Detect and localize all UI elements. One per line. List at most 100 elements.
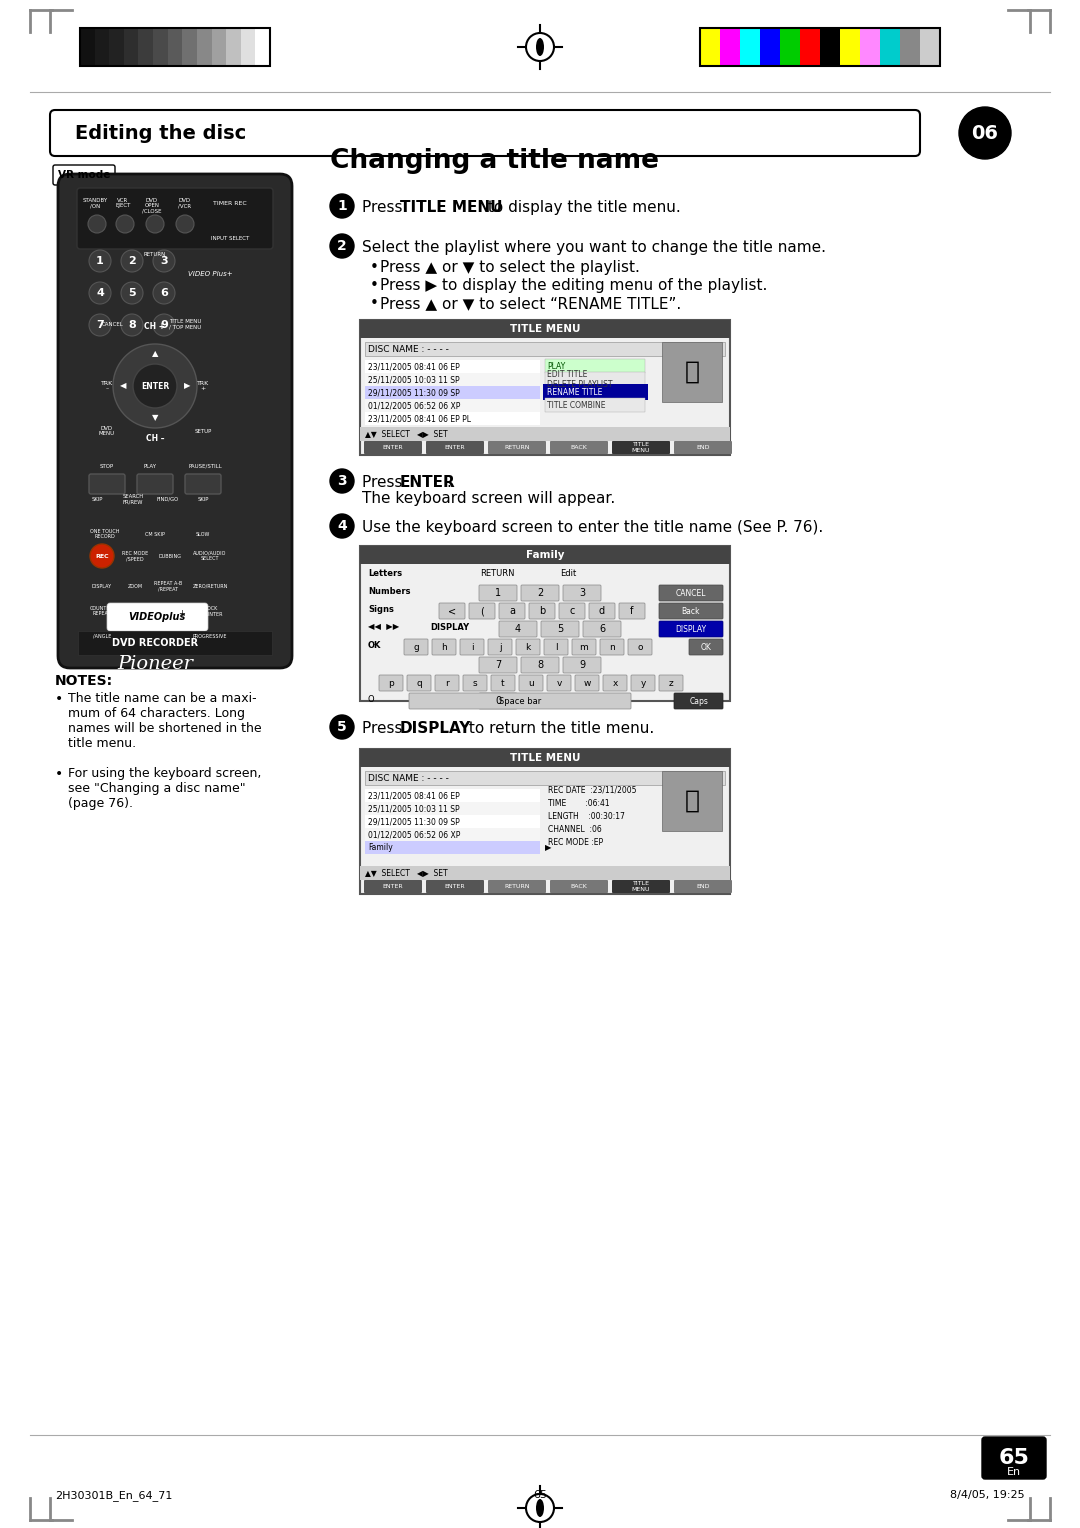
FancyBboxPatch shape bbox=[480, 694, 517, 709]
FancyBboxPatch shape bbox=[137, 474, 173, 494]
FancyBboxPatch shape bbox=[519, 675, 543, 691]
Bar bbox=[124, 28, 138, 66]
Text: Press ▲ or ▼ to select the playlist.: Press ▲ or ▼ to select the playlist. bbox=[380, 260, 639, 275]
FancyBboxPatch shape bbox=[58, 174, 292, 668]
Text: Press: Press bbox=[362, 475, 407, 490]
FancyBboxPatch shape bbox=[546, 675, 571, 691]
Text: 01/12/2005 06:52 06 XP: 01/12/2005 06:52 06 XP bbox=[368, 830, 460, 839]
FancyBboxPatch shape bbox=[550, 880, 608, 892]
Text: PROGRESSIVE: PROGRESSIVE bbox=[192, 634, 227, 639]
Text: ▶: ▶ bbox=[545, 843, 552, 853]
Bar bbox=[740, 28, 760, 66]
Bar bbox=[365, 828, 540, 840]
Text: OK: OK bbox=[368, 640, 381, 649]
Text: o: o bbox=[637, 642, 643, 651]
Bar bbox=[138, 28, 153, 66]
Text: to display the title menu.: to display the title menu. bbox=[483, 200, 680, 215]
Text: SKIP: SKIP bbox=[92, 497, 103, 501]
Text: 0: 0 bbox=[495, 695, 501, 706]
Text: Back: Back bbox=[681, 607, 700, 616]
Text: TIME        :06:41: TIME :06:41 bbox=[548, 799, 609, 807]
FancyBboxPatch shape bbox=[488, 880, 546, 892]
Text: NOTES:: NOTES: bbox=[55, 674, 113, 688]
FancyBboxPatch shape bbox=[674, 694, 723, 709]
Text: 8/4/05, 19:25: 8/4/05, 19:25 bbox=[950, 1490, 1025, 1500]
Bar bbox=[662, 772, 723, 831]
Text: SEARCH
FR/REW: SEARCH FR/REW bbox=[122, 494, 144, 504]
Bar bbox=[360, 545, 730, 564]
Bar bbox=[700, 28, 940, 66]
Text: (: ( bbox=[481, 607, 484, 616]
Bar bbox=[241, 28, 255, 66]
Text: CANCEL: CANCEL bbox=[676, 588, 706, 597]
Text: O: O bbox=[368, 695, 375, 703]
Text: 3: 3 bbox=[337, 474, 347, 487]
Text: Changing a title name: Changing a title name bbox=[330, 148, 659, 174]
Text: 25/11/2005 10:03 11 SP: 25/11/2005 10:03 11 SP bbox=[368, 374, 460, 384]
Text: ▲▼  SELECT   ◀▶  SET: ▲▼ SELECT ◀▶ SET bbox=[365, 429, 447, 439]
Text: mum of 64 characters. Long: mum of 64 characters. Long bbox=[68, 707, 245, 720]
Text: CANCEL: CANCEL bbox=[102, 321, 124, 327]
Circle shape bbox=[959, 107, 1011, 159]
Circle shape bbox=[87, 215, 106, 232]
Text: /ANGLE: /ANGLE bbox=[93, 634, 111, 639]
Bar bbox=[800, 28, 820, 66]
FancyBboxPatch shape bbox=[689, 639, 723, 656]
Text: TITLE
MENU: TITLE MENU bbox=[632, 442, 650, 452]
Text: ZOOM: ZOOM bbox=[127, 584, 143, 588]
FancyBboxPatch shape bbox=[480, 657, 517, 672]
Text: .: . bbox=[446, 475, 450, 490]
Text: 65: 65 bbox=[534, 1490, 546, 1500]
Text: 2: 2 bbox=[337, 238, 347, 254]
Text: Press: Press bbox=[362, 200, 407, 215]
Text: The title name can be a maxi-: The title name can be a maxi- bbox=[68, 692, 257, 704]
Circle shape bbox=[330, 469, 354, 494]
Text: Numbers: Numbers bbox=[368, 587, 410, 596]
Text: 5: 5 bbox=[129, 287, 136, 298]
FancyBboxPatch shape bbox=[364, 880, 422, 892]
Circle shape bbox=[121, 251, 143, 272]
Text: En: En bbox=[1007, 1467, 1021, 1478]
Text: 8: 8 bbox=[129, 319, 136, 330]
FancyBboxPatch shape bbox=[499, 604, 525, 619]
Bar bbox=[365, 413, 540, 425]
Circle shape bbox=[121, 313, 143, 336]
Bar bbox=[860, 28, 880, 66]
Bar bbox=[365, 802, 540, 814]
Text: SKIP: SKIP bbox=[198, 497, 208, 501]
Bar bbox=[365, 361, 540, 373]
FancyBboxPatch shape bbox=[404, 639, 428, 656]
FancyBboxPatch shape bbox=[982, 1436, 1047, 1479]
Text: u: u bbox=[528, 678, 534, 688]
Text: REC MODE
/SPEED: REC MODE /SPEED bbox=[122, 550, 148, 561]
Text: 9: 9 bbox=[160, 319, 167, 330]
Text: 1: 1 bbox=[337, 199, 347, 212]
Bar bbox=[167, 28, 183, 66]
Circle shape bbox=[330, 234, 354, 258]
Text: DISC NAME : - - - -: DISC NAME : - - - - bbox=[368, 773, 449, 782]
Text: TITLE MENU: TITLE MENU bbox=[510, 324, 580, 335]
FancyBboxPatch shape bbox=[432, 639, 456, 656]
Text: DISC NAME : - - - -: DISC NAME : - - - - bbox=[368, 344, 449, 353]
Text: TITLE MENU: TITLE MENU bbox=[510, 753, 580, 762]
Text: x: x bbox=[612, 678, 618, 688]
Circle shape bbox=[90, 544, 114, 568]
Text: ENTER: ENTER bbox=[382, 885, 403, 889]
FancyBboxPatch shape bbox=[583, 620, 621, 637]
Text: t: t bbox=[501, 678, 504, 688]
FancyBboxPatch shape bbox=[460, 639, 484, 656]
FancyBboxPatch shape bbox=[550, 442, 608, 454]
FancyBboxPatch shape bbox=[603, 675, 627, 691]
Text: DISPLAY: DISPLAY bbox=[430, 622, 469, 631]
FancyBboxPatch shape bbox=[89, 474, 125, 494]
Text: title menu.: title menu. bbox=[68, 736, 136, 750]
FancyBboxPatch shape bbox=[563, 585, 600, 601]
Text: l: l bbox=[555, 642, 557, 651]
Text: 6: 6 bbox=[160, 287, 167, 298]
Circle shape bbox=[153, 283, 175, 304]
Text: CH –: CH – bbox=[146, 434, 164, 443]
FancyBboxPatch shape bbox=[488, 442, 546, 454]
Text: r: r bbox=[445, 678, 449, 688]
Text: LENGTH    :00:30:17: LENGTH :00:30:17 bbox=[548, 811, 625, 821]
Text: REC: REC bbox=[95, 553, 109, 559]
